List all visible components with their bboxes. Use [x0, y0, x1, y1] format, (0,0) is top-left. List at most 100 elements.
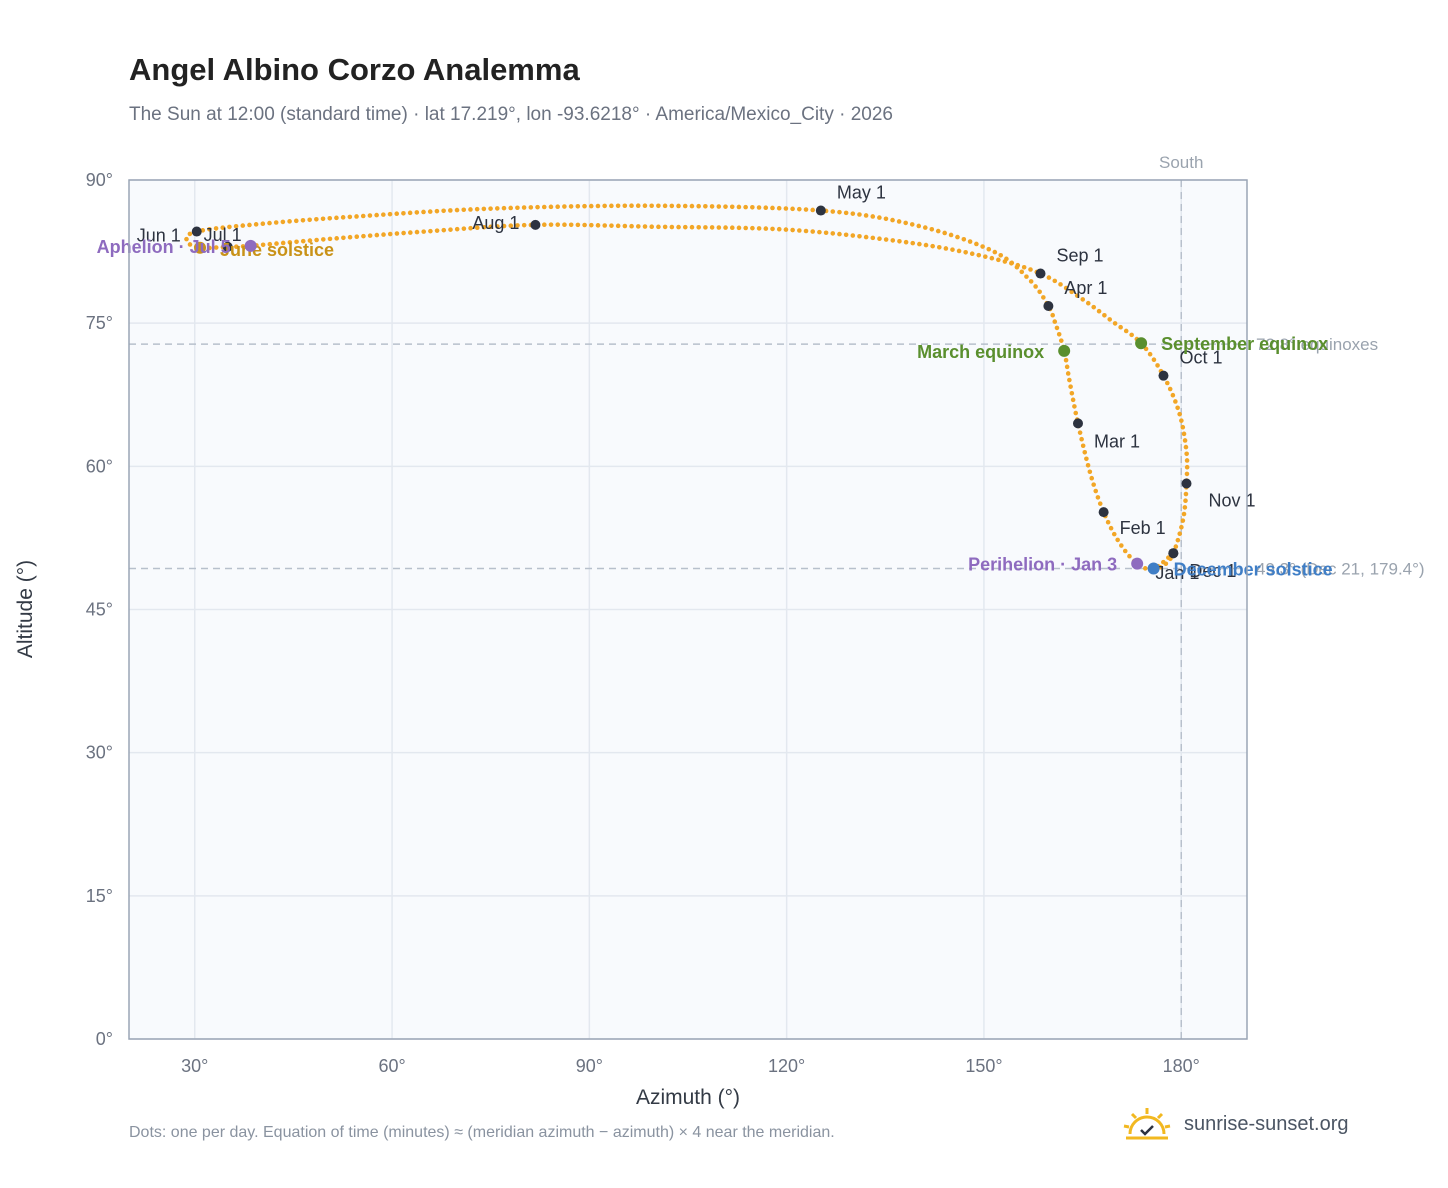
day-dot — [922, 225, 928, 230]
day-dot — [582, 222, 587, 228]
day-dot — [989, 255, 995, 261]
day-dot — [897, 238, 902, 244]
day-dot — [1147, 351, 1153, 357]
day-dot — [1093, 488, 1099, 494]
day-dot — [729, 204, 735, 210]
x-tick-label: 180° — [1163, 1056, 1200, 1076]
day-dot — [1091, 482, 1096, 487]
day-dot — [184, 236, 189, 242]
day-dot — [474, 225, 480, 231]
day-dot — [797, 228, 802, 233]
day-dot — [662, 224, 668, 230]
month-marker-dot — [530, 219, 541, 230]
day-dot — [555, 222, 561, 227]
day-dot — [716, 225, 722, 230]
day-dot — [1069, 289, 1074, 295]
day-dot — [1056, 331, 1062, 337]
day-dot — [890, 217, 895, 223]
x-tick-label: 30° — [181, 1056, 208, 1076]
day-dot — [340, 215, 346, 220]
day-dot — [963, 250, 968, 255]
south-label: South — [1159, 153, 1203, 172]
day-dot — [1170, 392, 1176, 398]
y-tick-label: 90° — [86, 170, 113, 190]
day-dot — [602, 203, 607, 209]
day-dot — [427, 209, 433, 214]
day-dot — [956, 248, 962, 254]
month-marker-dot — [1043, 300, 1054, 311]
x-axis-label: Azimuth (°) — [636, 1086, 740, 1109]
day-dot — [863, 234, 869, 240]
day-dot — [1077, 430, 1083, 435]
day-dot — [1024, 274, 1029, 279]
day-dot — [1080, 443, 1086, 449]
day-dot — [1142, 566, 1148, 571]
day-dot — [501, 205, 507, 211]
y-tick-label: 0° — [96, 1029, 113, 1049]
day-dot — [434, 208, 440, 214]
brand-link[interactable]: sunrise-sunset.org — [1184, 1112, 1349, 1135]
day-dot — [609, 223, 614, 228]
day-dot — [1111, 531, 1117, 537]
month-marker-dot — [1098, 507, 1109, 518]
day-dot — [542, 222, 547, 228]
day-dot — [515, 205, 520, 211]
day-dot — [850, 211, 856, 216]
day-dot — [955, 234, 960, 240]
reference-label: 49.3° (Dec 21, 179.4°) — [1256, 559, 1425, 578]
day-dot — [314, 237, 319, 243]
day-dot — [1183, 491, 1189, 497]
day-dot — [287, 219, 292, 224]
day-dot — [870, 214, 876, 219]
day-dot — [669, 224, 675, 230]
day-dot — [1182, 505, 1188, 510]
day-dot — [1073, 410, 1079, 416]
day-dot — [1165, 380, 1170, 386]
month-marker-label: Oct 1 — [1179, 348, 1222, 368]
day-dot — [548, 222, 554, 227]
day-dot — [1118, 324, 1123, 330]
day-dot — [568, 222, 574, 228]
day-dot — [347, 214, 353, 220]
day-dot — [682, 203, 688, 209]
y-tick-label: 75° — [86, 313, 113, 333]
day-dot — [877, 236, 882, 241]
month-marker-label: Dec 1 — [1189, 561, 1236, 581]
event-marker-dot — [1135, 337, 1148, 350]
day-dot — [354, 214, 359, 219]
day-dot — [1085, 300, 1091, 306]
day-dot — [883, 237, 889, 242]
day-dot — [1184, 451, 1189, 457]
day-dot — [935, 228, 941, 234]
day-dot — [996, 257, 1001, 263]
day-dot — [354, 234, 360, 239]
day-dot — [1107, 317, 1113, 322]
day-dot — [936, 244, 942, 250]
month-markers: Jan 1 Feb 1 Mar 1 Apr 1 May 1 Jun 1 Jul 1 Aug 1… — [137, 183, 1256, 584]
day-dot — [448, 227, 453, 232]
day-dot — [929, 226, 935, 232]
y-tick-label: 15° — [86, 886, 113, 906]
brand[interactable]: sunrise-sunset.org — [1120, 1104, 1349, 1144]
day-dot — [830, 231, 836, 236]
day-dot — [468, 207, 473, 212]
day-dot — [850, 233, 856, 238]
day-dot — [1037, 289, 1042, 295]
day-dot — [602, 223, 608, 228]
day-dot — [1105, 519, 1111, 525]
day-dot — [341, 235, 346, 241]
day-dot — [421, 209, 426, 215]
day-dot — [682, 224, 688, 230]
day-dot — [916, 223, 922, 229]
day-dot — [1070, 397, 1076, 403]
day-dot — [521, 205, 527, 210]
day-dot — [629, 203, 634, 209]
day-dot — [408, 230, 413, 235]
day-dot — [622, 203, 628, 209]
day-dot — [656, 224, 661, 230]
day-dot — [575, 222, 581, 228]
day-dot — [595, 223, 601, 228]
day-dot — [528, 205, 534, 210]
plot-frame — [128, 179, 1248, 1040]
day-dot — [535, 204, 540, 210]
